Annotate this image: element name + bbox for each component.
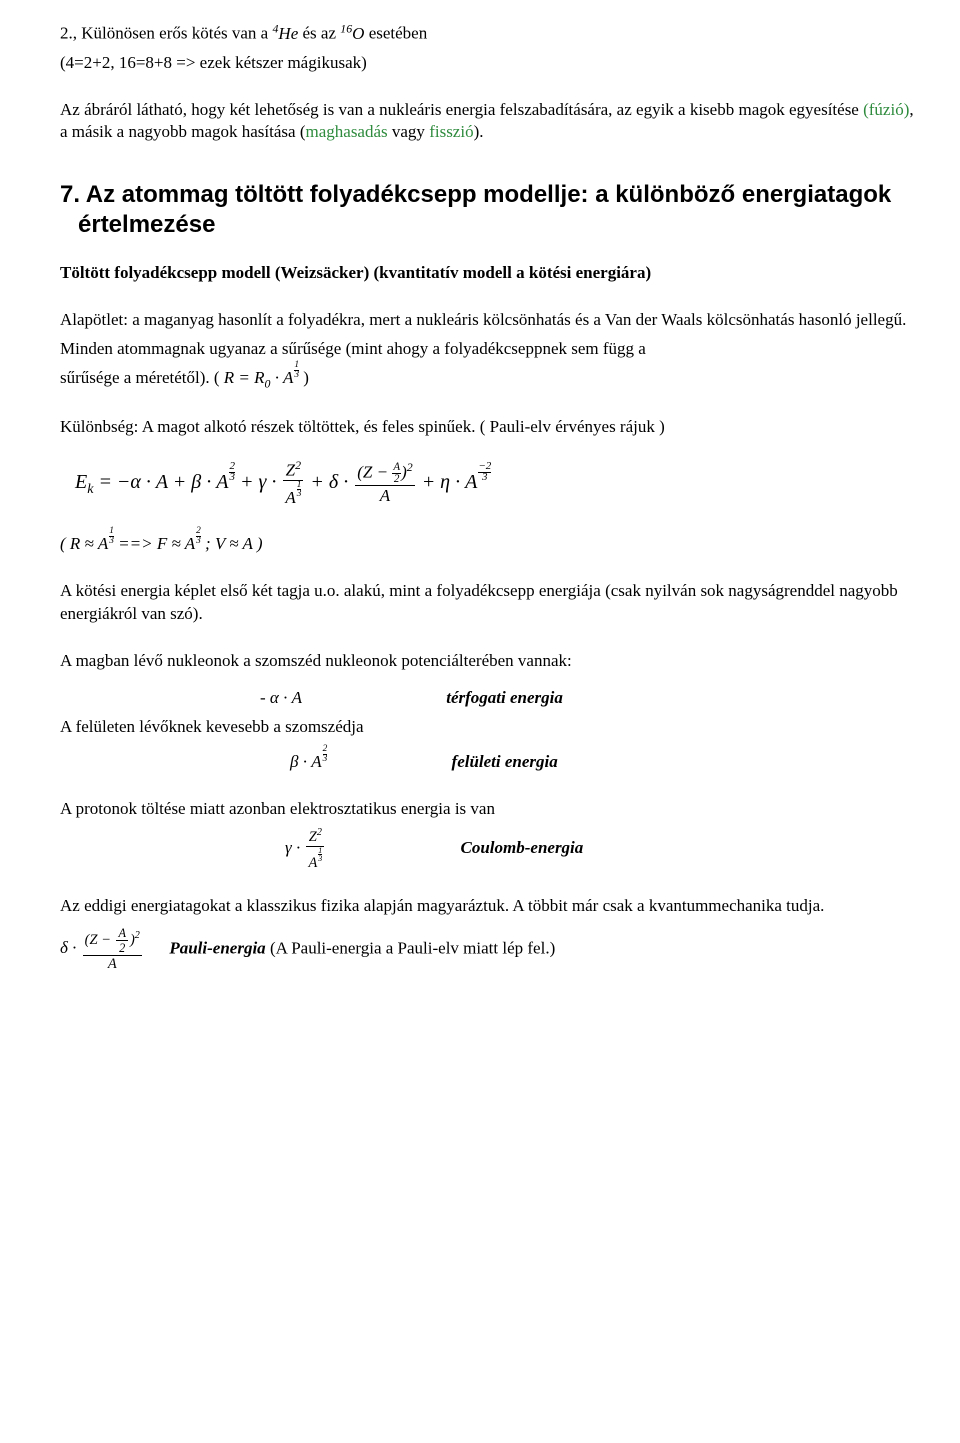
model-p2: Alapötlet: a maganyag hasonlít a folyadé… bbox=[60, 309, 920, 332]
rfv-open: ( bbox=[60, 535, 70, 554]
fission-term-a: maghasadás bbox=[306, 122, 388, 141]
surf-exp: 23 bbox=[323, 745, 328, 763]
rfv-sep: ; bbox=[201, 535, 215, 554]
surface-label: felületi energia bbox=[452, 751, 558, 774]
eq-alpha-beta: = −α · A + β · A bbox=[93, 471, 228, 493]
pauli-expr: δ · (Z − A2)2A bbox=[60, 938, 148, 957]
coulomb-expr-frac: Z2A13 bbox=[306, 827, 324, 871]
fusion-term: (fúzió) bbox=[863, 100, 909, 119]
volume-label: térfogati energia bbox=[446, 687, 563, 710]
pauli-note: (A Pauli-energia a Pauli-elv miatt lép f… bbox=[266, 938, 556, 957]
surface-intro: A felületen lévőknek kevesebb a szomszéd… bbox=[60, 716, 920, 739]
surface-term-row: β · A23 felületi energia bbox=[60, 745, 920, 774]
after-eq-p2: A magban lévő nukleonok a szomszéd nukle… bbox=[60, 650, 920, 673]
p3b-pre: sűrűsége a méretétől). ( bbox=[60, 368, 224, 387]
eq-lhs: E bbox=[75, 471, 87, 493]
exp-onethird: 13 bbox=[294, 361, 299, 379]
surface-expr: β · A23 bbox=[290, 745, 327, 774]
fission-term-b: fisszió bbox=[429, 122, 473, 141]
model-p1: Töltött folyadékcsepp modell (Weizsäcker… bbox=[60, 262, 920, 285]
model-p3b: sűrűsége a méretétől). ( R = R0 · A13 ) bbox=[60, 361, 920, 392]
rfv-relation: ( R ≈ A13 ==> F ≈ A23 ; V ≈ A ) bbox=[60, 527, 920, 556]
difference: Különbség: A magot alkotó részek töltött… bbox=[60, 416, 920, 439]
eq-eta: + η · A bbox=[417, 471, 478, 493]
intro-prefix: 2., Különösen erős kötés van a bbox=[60, 24, 272, 43]
exp-neg23: −23 bbox=[478, 462, 491, 483]
o-isotope: 16O bbox=[340, 24, 364, 43]
intro-suffix: esetében bbox=[369, 24, 428, 43]
eq-delta: + δ · bbox=[305, 471, 353, 493]
pauli-intro: Az eddigi energiatagokat a klasszikus fi… bbox=[60, 895, 920, 918]
p3b-post: ) bbox=[303, 368, 309, 387]
coulomb-frac: Z2A13 bbox=[283, 459, 303, 508]
intro-line3-a: Az ábráról látható, hogy két lehetőség i… bbox=[60, 100, 863, 119]
intro-or: vagy bbox=[388, 122, 430, 141]
rfv-R: R ≈ A bbox=[70, 535, 108, 554]
volume-expr: - α · A bbox=[260, 687, 302, 710]
intro-mid: és az bbox=[303, 24, 341, 43]
model-p3: Minden atommagnak ugyanaz a sűrűsége (mi… bbox=[60, 338, 920, 361]
after-eq-p1: A kötési energia képlet első két tagja u… bbox=[60, 580, 920, 626]
coulomb-intro: A protonok töltése miatt azonban elektro… bbox=[60, 798, 920, 821]
intro-line2: (4=2+2, 16=8+8 => ezek kétszer mágikusak… bbox=[60, 52, 920, 75]
rfv-V: V ≈ A bbox=[215, 535, 253, 554]
radius-eq: R = R0 · A13 bbox=[224, 368, 303, 387]
he-isotope: 4He bbox=[272, 24, 298, 43]
coulomb-term-row: γ · Z2A13 Coulomb-energia bbox=[60, 827, 920, 871]
rfv-arrow: ==> bbox=[114, 535, 157, 554]
rfv-F: F ≈ A bbox=[157, 535, 195, 554]
pauli-expr-frac: (Z − A2)2A bbox=[83, 926, 142, 973]
p3b-mid: · A bbox=[271, 368, 294, 387]
coulomb-expr: γ · Z2A13 bbox=[285, 827, 326, 871]
coulomb-label: Coulomb-energia bbox=[461, 837, 584, 860]
intro-line1: 2., Különösen erős kötés van a 4He és az… bbox=[60, 20, 920, 46]
p3b-eq: R = R bbox=[224, 368, 265, 387]
pauli-label: Pauli-energia bbox=[169, 938, 265, 957]
pauli-term-row: δ · (Z − A2)2A Pauli-energia (A Pauli-en… bbox=[60, 926, 920, 973]
binding-energy-equation: Ek = −α · A + β · A23 + γ · Z2A13 + δ · … bbox=[60, 459, 920, 508]
asym-frac: (Z − A2)2A bbox=[355, 461, 414, 506]
intro-line3: Az ábráról látható, hogy két lehetőség i… bbox=[60, 99, 920, 145]
intro-line3-end: ). bbox=[474, 122, 484, 141]
section-heading: 7. Az atommag töltött folyadékcsepp mode… bbox=[60, 180, 920, 240]
rfv-close: ) bbox=[253, 535, 263, 554]
volume-term-row: - α · A térfogati energia bbox=[60, 687, 920, 710]
model-p1-text: Töltött folyadékcsepp modell (Weizsäcker… bbox=[60, 263, 651, 282]
eq-gamma: + γ · bbox=[235, 471, 281, 493]
